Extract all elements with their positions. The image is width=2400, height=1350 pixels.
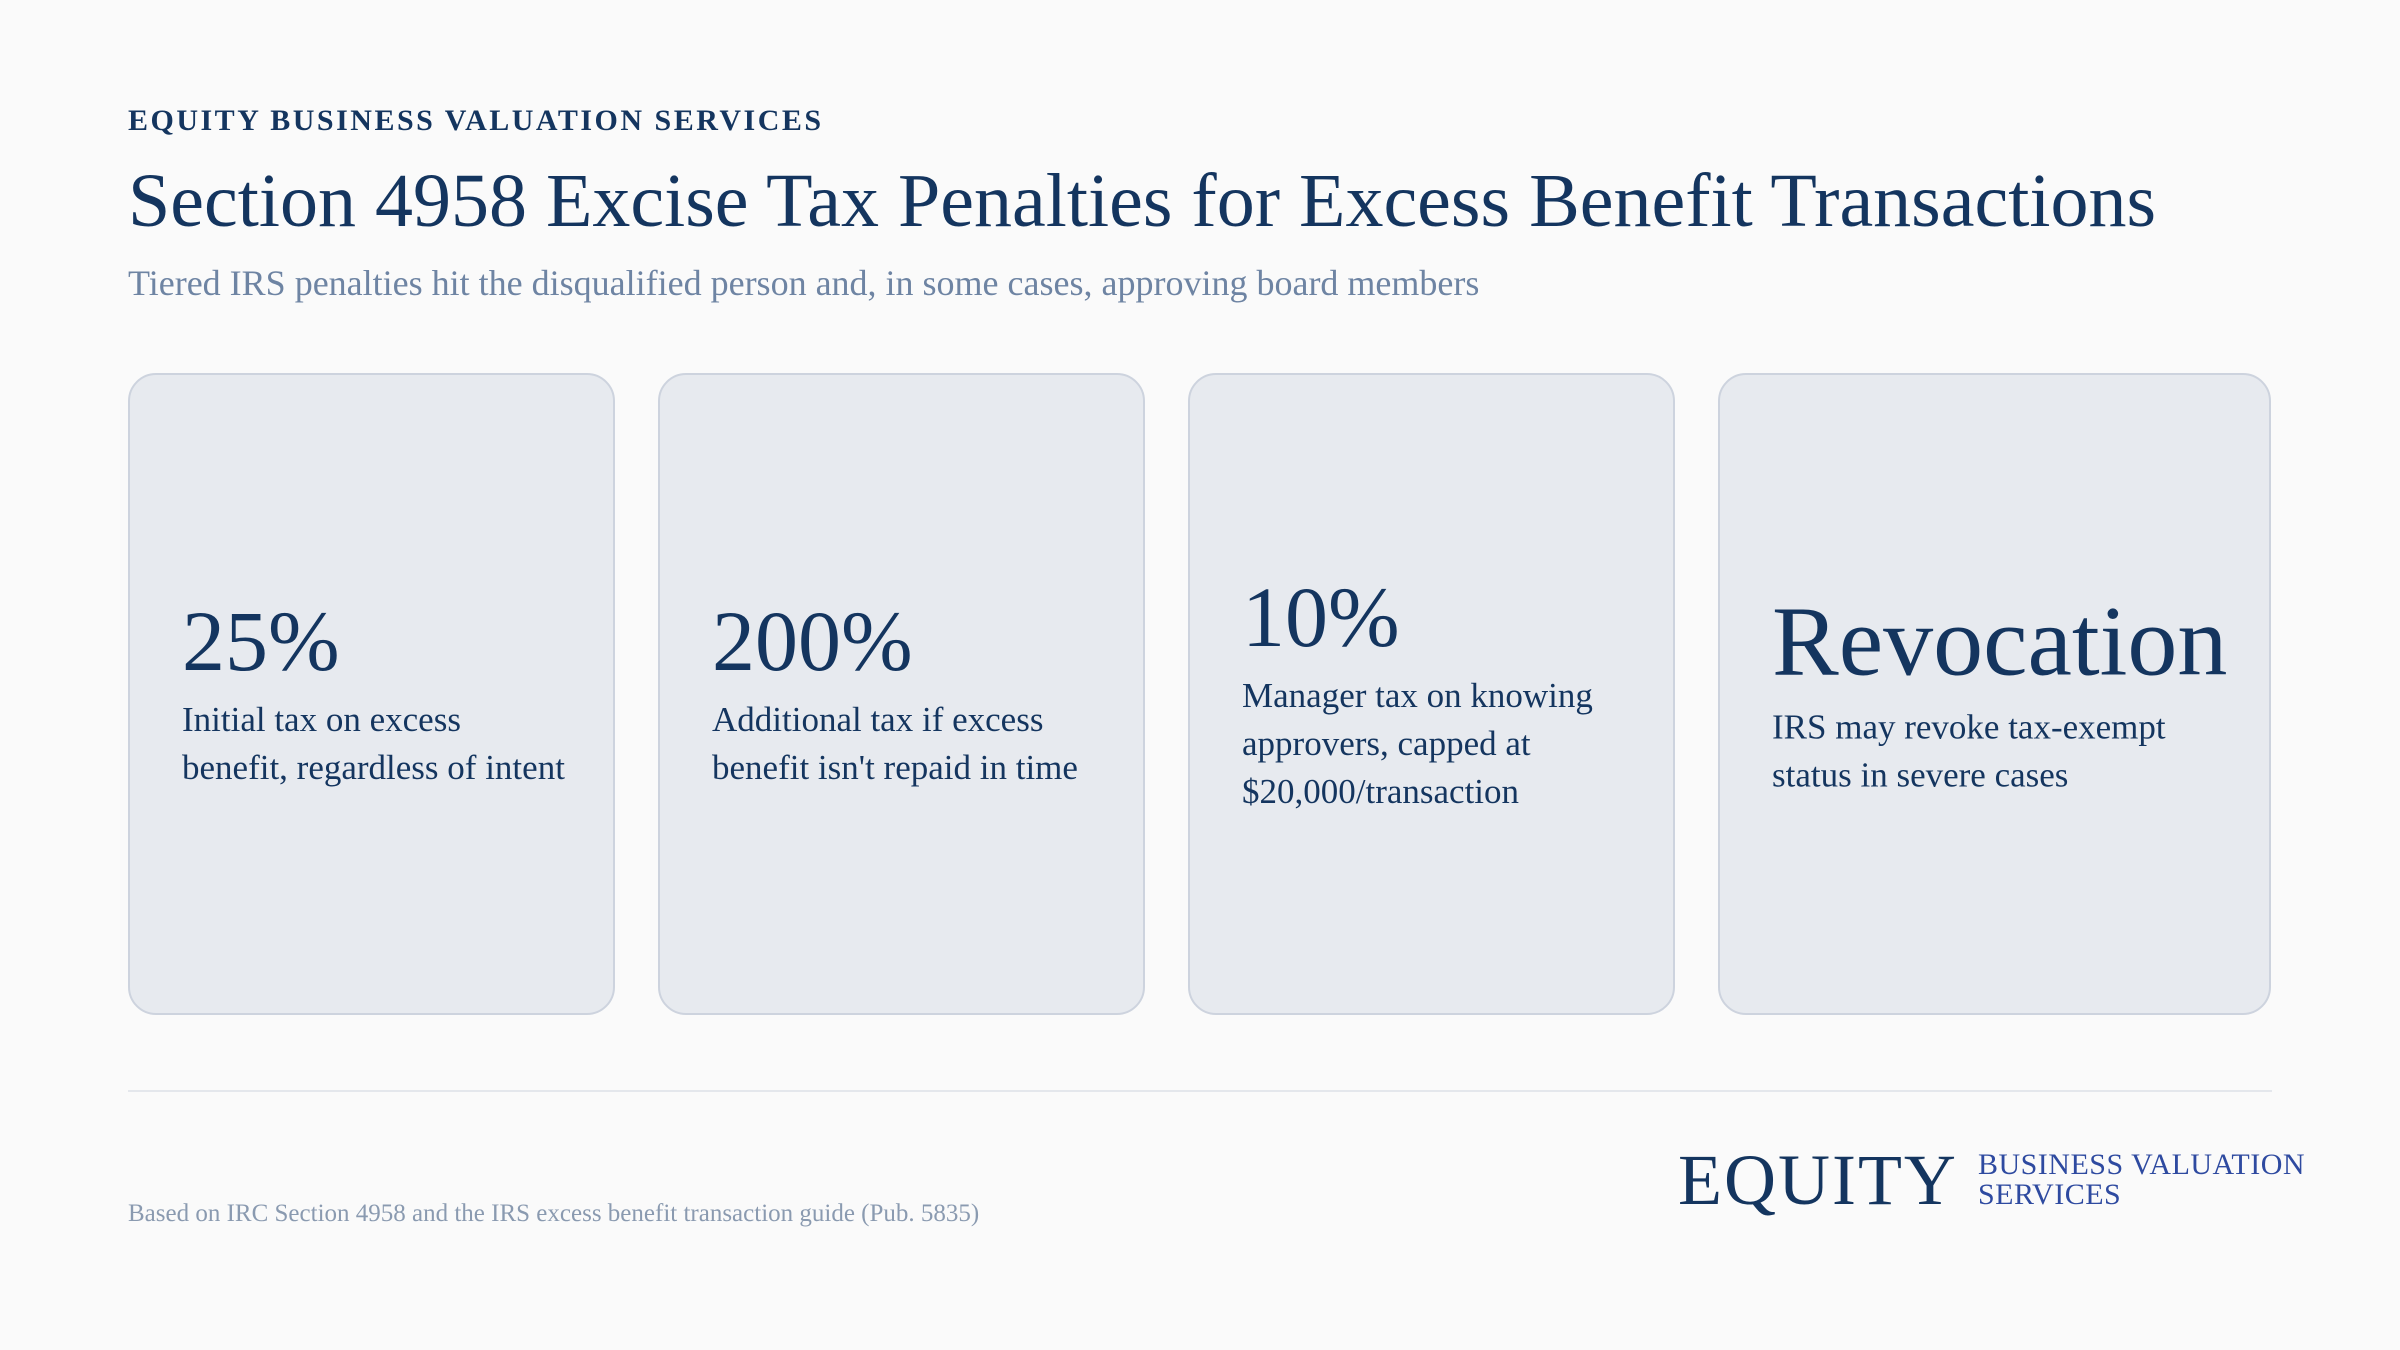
penalty-card-revocation: Revocation IRS may revoke tax-exempt sta… xyxy=(1718,373,2271,1015)
page-title: Section 4958 Excise Tax Penalties for Ex… xyxy=(128,159,2157,243)
eyebrow-label: EQUITY BUSINESS VALUATION SERVICES xyxy=(128,104,824,137)
footer-divider xyxy=(128,1090,2272,1092)
page-subtitle: Tiered IRS penalties hit the disqualifie… xyxy=(128,263,1480,303)
card-value: 25% xyxy=(182,592,340,689)
penalty-card-manager-tax: 10% Manager tax on knowing approvers, ca… xyxy=(1188,373,1675,1015)
card-description: Manager tax on knowing approvers, capped… xyxy=(1242,676,1593,812)
company-logo: EQUITY BUSINESS VALUATION SERVICES xyxy=(1678,1140,2305,1220)
penalty-card-initial-tax: 25% Initial tax on excess benefit, regar… xyxy=(128,373,615,1015)
card-description: Initial tax on excess benefit, regardles… xyxy=(182,700,565,788)
logo-subtitle: BUSINESS VALUATION SERVICES xyxy=(1978,1150,2305,1210)
penalty-cards: 25% Initial tax on excess benefit, regar… xyxy=(128,373,2272,1017)
card-value: Revocation xyxy=(1772,585,2228,697)
penalty-card-additional-tax: 200% Additional tax if excess benefit is… xyxy=(658,373,1145,1015)
card-value: 200% xyxy=(712,592,913,689)
logo-subtitle-line-2: SERVICES xyxy=(1977,1178,2122,1211)
logo-subtitle-line-1: BUSINESS VALUATION xyxy=(1977,1148,2306,1181)
source-note: Based on IRC Section 4958 and the IRS ex… xyxy=(128,1200,980,1227)
card-description: IRS may revoke tax-exempt status in seve… xyxy=(1772,707,2166,795)
card-value: 10% xyxy=(1242,568,1400,665)
card-description: Additional tax if excess benefit isn't r… xyxy=(712,700,1078,788)
logo-wordmark: EQUITY xyxy=(1678,1140,1958,1220)
